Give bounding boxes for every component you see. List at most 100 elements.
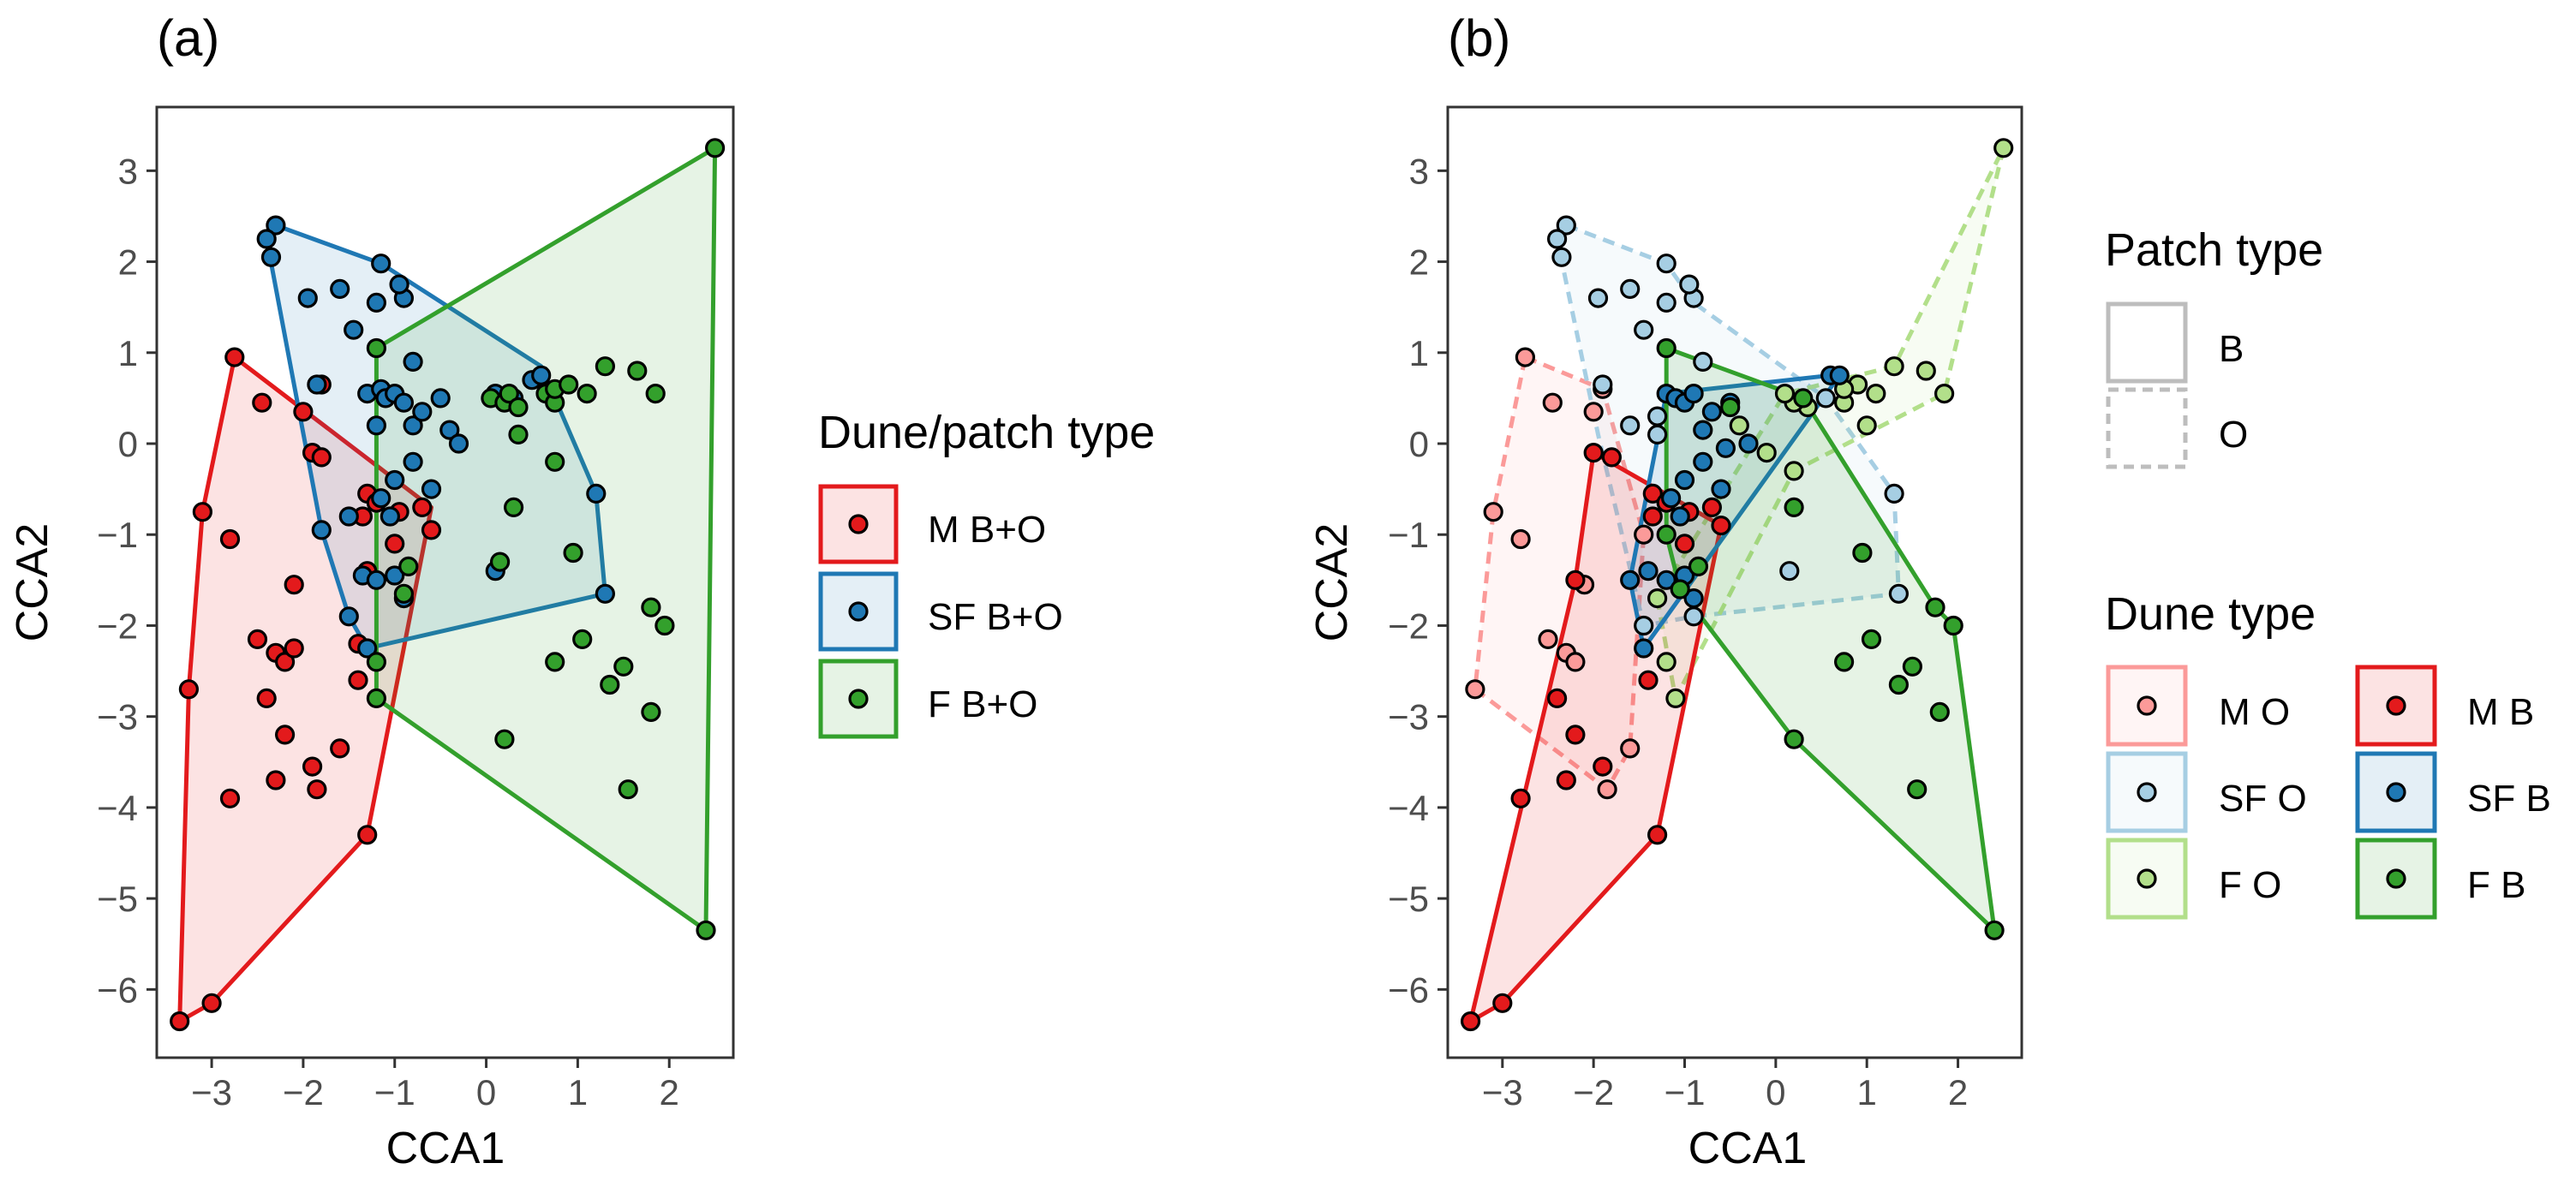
data-point-sf-o bbox=[1693, 351, 1713, 372]
data-point-f-bo bbox=[595, 356, 616, 377]
panel-b-x-axis-title: CCA1 bbox=[1688, 1124, 1808, 1173]
panel-a-legend: Dune/patch type M B+O SF B+O F B+O bbox=[818, 407, 1155, 739]
data-point-m-bo bbox=[293, 402, 314, 422]
data-point-sf-b bbox=[1656, 570, 1676, 590]
data-point-f-b bbox=[1943, 615, 1963, 636]
legend-key-m-b bbox=[2355, 665, 2437, 747]
data-point-f-b bbox=[1656, 337, 1676, 359]
data-point-f-o bbox=[1774, 384, 1796, 404]
data-point-m-o bbox=[1515, 347, 1536, 367]
data-point-m-b bbox=[1583, 442, 1604, 463]
data-point-sf-o bbox=[1587, 288, 1609, 308]
y-tick-label: −4 bbox=[1388, 788, 1429, 828]
panel-a-legend-keys bbox=[818, 484, 899, 739]
data-point-m-b bbox=[1556, 770, 1576, 790]
data-point-f-o bbox=[1665, 688, 1686, 709]
data-point-sf-o bbox=[1647, 406, 1668, 426]
panel-b-tag: (b) bbox=[1448, 9, 1510, 67]
data-point-sf-b bbox=[1634, 638, 1654, 659]
data-point-sf-o bbox=[1620, 278, 1641, 299]
y-tick-label: 1 bbox=[1409, 333, 1429, 373]
y-tick-label: −4 bbox=[97, 788, 138, 828]
panel-b: (b) −3 −2 −1 0 1 2 −6 −5 −4 −3 −2 −1 0 1 2 3 CCA1 CCA2… bbox=[1307, 9, 2551, 1173]
data-point-sf-o bbox=[1683, 606, 1704, 627]
data-point-m-bo bbox=[192, 502, 212, 522]
patch-type-legend-title: Patch type bbox=[2105, 224, 2323, 276]
data-point-f-b bbox=[1656, 524, 1676, 545]
data-point-sf-bo bbox=[403, 415, 423, 436]
legend-key-patch-o bbox=[2106, 387, 2188, 469]
data-point-sf-o bbox=[1647, 424, 1668, 444]
data-point-sf-bo bbox=[307, 374, 327, 395]
data-point-sf-o bbox=[1634, 319, 1654, 340]
data-point-f-o bbox=[1784, 461, 1804, 481]
legend-label-f-bo: F B+O bbox=[928, 683, 1037, 725]
legend-key-sf-o bbox=[2106, 751, 2188, 833]
data-point-f-bo bbox=[398, 556, 419, 577]
legend-point bbox=[2137, 695, 2157, 716]
legend-label-sf-b: SF B bbox=[2467, 778, 2551, 820]
panel-b-legend: Patch type B O Dune type M O SF O F O M … bbox=[2105, 224, 2551, 920]
legend-point bbox=[2386, 868, 2406, 889]
data-point-sf-bo bbox=[385, 469, 405, 491]
data-point-m-o bbox=[1542, 392, 1563, 413]
data-point-m-bo bbox=[256, 688, 277, 709]
data-point-sf-bo bbox=[595, 583, 616, 604]
data-point-sf-o bbox=[1779, 561, 1800, 582]
data-point-f-bo bbox=[600, 674, 620, 695]
data-point-m-bo bbox=[201, 993, 222, 1013]
data-point-sf-o bbox=[1656, 292, 1676, 313]
data-point-m-bo bbox=[170, 1011, 190, 1032]
data-point-sf-bo bbox=[357, 638, 378, 659]
data-point-m-b bbox=[1510, 788, 1531, 808]
panel-a-plot-area bbox=[155, 105, 735, 1059]
data-point-m-bo bbox=[330, 738, 350, 759]
data-point-sf-bo bbox=[439, 420, 460, 440]
data-point-f-bo bbox=[503, 497, 524, 518]
y-tick-label: 3 bbox=[118, 151, 138, 191]
data-point-sf-b bbox=[1670, 506, 1690, 527]
panel-a-x-axis-title: CCA1 bbox=[386, 1124, 505, 1173]
hull-f-o bbox=[1655, 146, 2006, 701]
data-point-f-b bbox=[1888, 674, 1909, 695]
x-tick-label: 1 bbox=[1857, 1072, 1877, 1112]
data-point-m-o bbox=[1483, 502, 1503, 522]
y-tick-label: −1 bbox=[97, 515, 138, 555]
dune-type-legend-title: Dune type bbox=[2105, 588, 2316, 640]
y-tick-label: −5 bbox=[1388, 879, 1429, 919]
x-tick-label: 2 bbox=[660, 1072, 679, 1112]
y-tick-label: −6 bbox=[1388, 969, 1429, 1010]
data-point-sf-bo bbox=[531, 365, 552, 385]
dune-type-legend-keys bbox=[2106, 665, 2437, 920]
data-point-m-o bbox=[1620, 738, 1641, 759]
data-point-sf-bo bbox=[412, 402, 433, 422]
data-point-f-bo bbox=[641, 597, 661, 617]
panel-a-y-ticks: −6 −5 −4 −3 −2 −1 0 1 2 3 bbox=[97, 151, 157, 1010]
data-point-f-b bbox=[1852, 542, 1873, 564]
data-point-f-o bbox=[1916, 361, 1936, 381]
data-point-m-bo bbox=[275, 725, 296, 745]
hull-f-b bbox=[374, 146, 718, 933]
data-point-f-bo bbox=[613, 656, 634, 677]
legend-key-f-b bbox=[2355, 838, 2437, 920]
data-point-sf-b bbox=[1701, 402, 1723, 422]
legend-label-f-o: F O bbox=[2219, 864, 2281, 906]
data-point-sf-b bbox=[1693, 451, 1713, 472]
panel-b-y-ticks: −6 −5 −4 −3 −2 −1 0 1 2 3 bbox=[1388, 151, 1448, 1010]
data-point-sf-b bbox=[1693, 420, 1713, 440]
data-point-sf-b bbox=[1660, 488, 1682, 509]
x-tick-label: −1 bbox=[374, 1072, 415, 1112]
data-point-sf-b bbox=[1674, 469, 1695, 491]
y-tick-label: −1 bbox=[1388, 515, 1429, 555]
legend-label-patch-b: B bbox=[2219, 328, 2244, 370]
legend-point bbox=[2137, 868, 2157, 889]
data-point-m-b bbox=[1674, 534, 1695, 554]
legend-label-m-o: M O bbox=[2219, 691, 2290, 733]
data-point-sf-bo bbox=[344, 319, 364, 340]
data-point-sf-bo bbox=[448, 433, 469, 454]
data-point-f-bo bbox=[696, 920, 716, 940]
panel-b-x-ticks: −3 −2 −1 0 1 2 bbox=[1482, 1058, 1968, 1112]
legend-key-sf-b bbox=[2355, 751, 2437, 833]
data-point-sf-b bbox=[1683, 384, 1704, 404]
data-point-f-bo bbox=[366, 688, 386, 709]
